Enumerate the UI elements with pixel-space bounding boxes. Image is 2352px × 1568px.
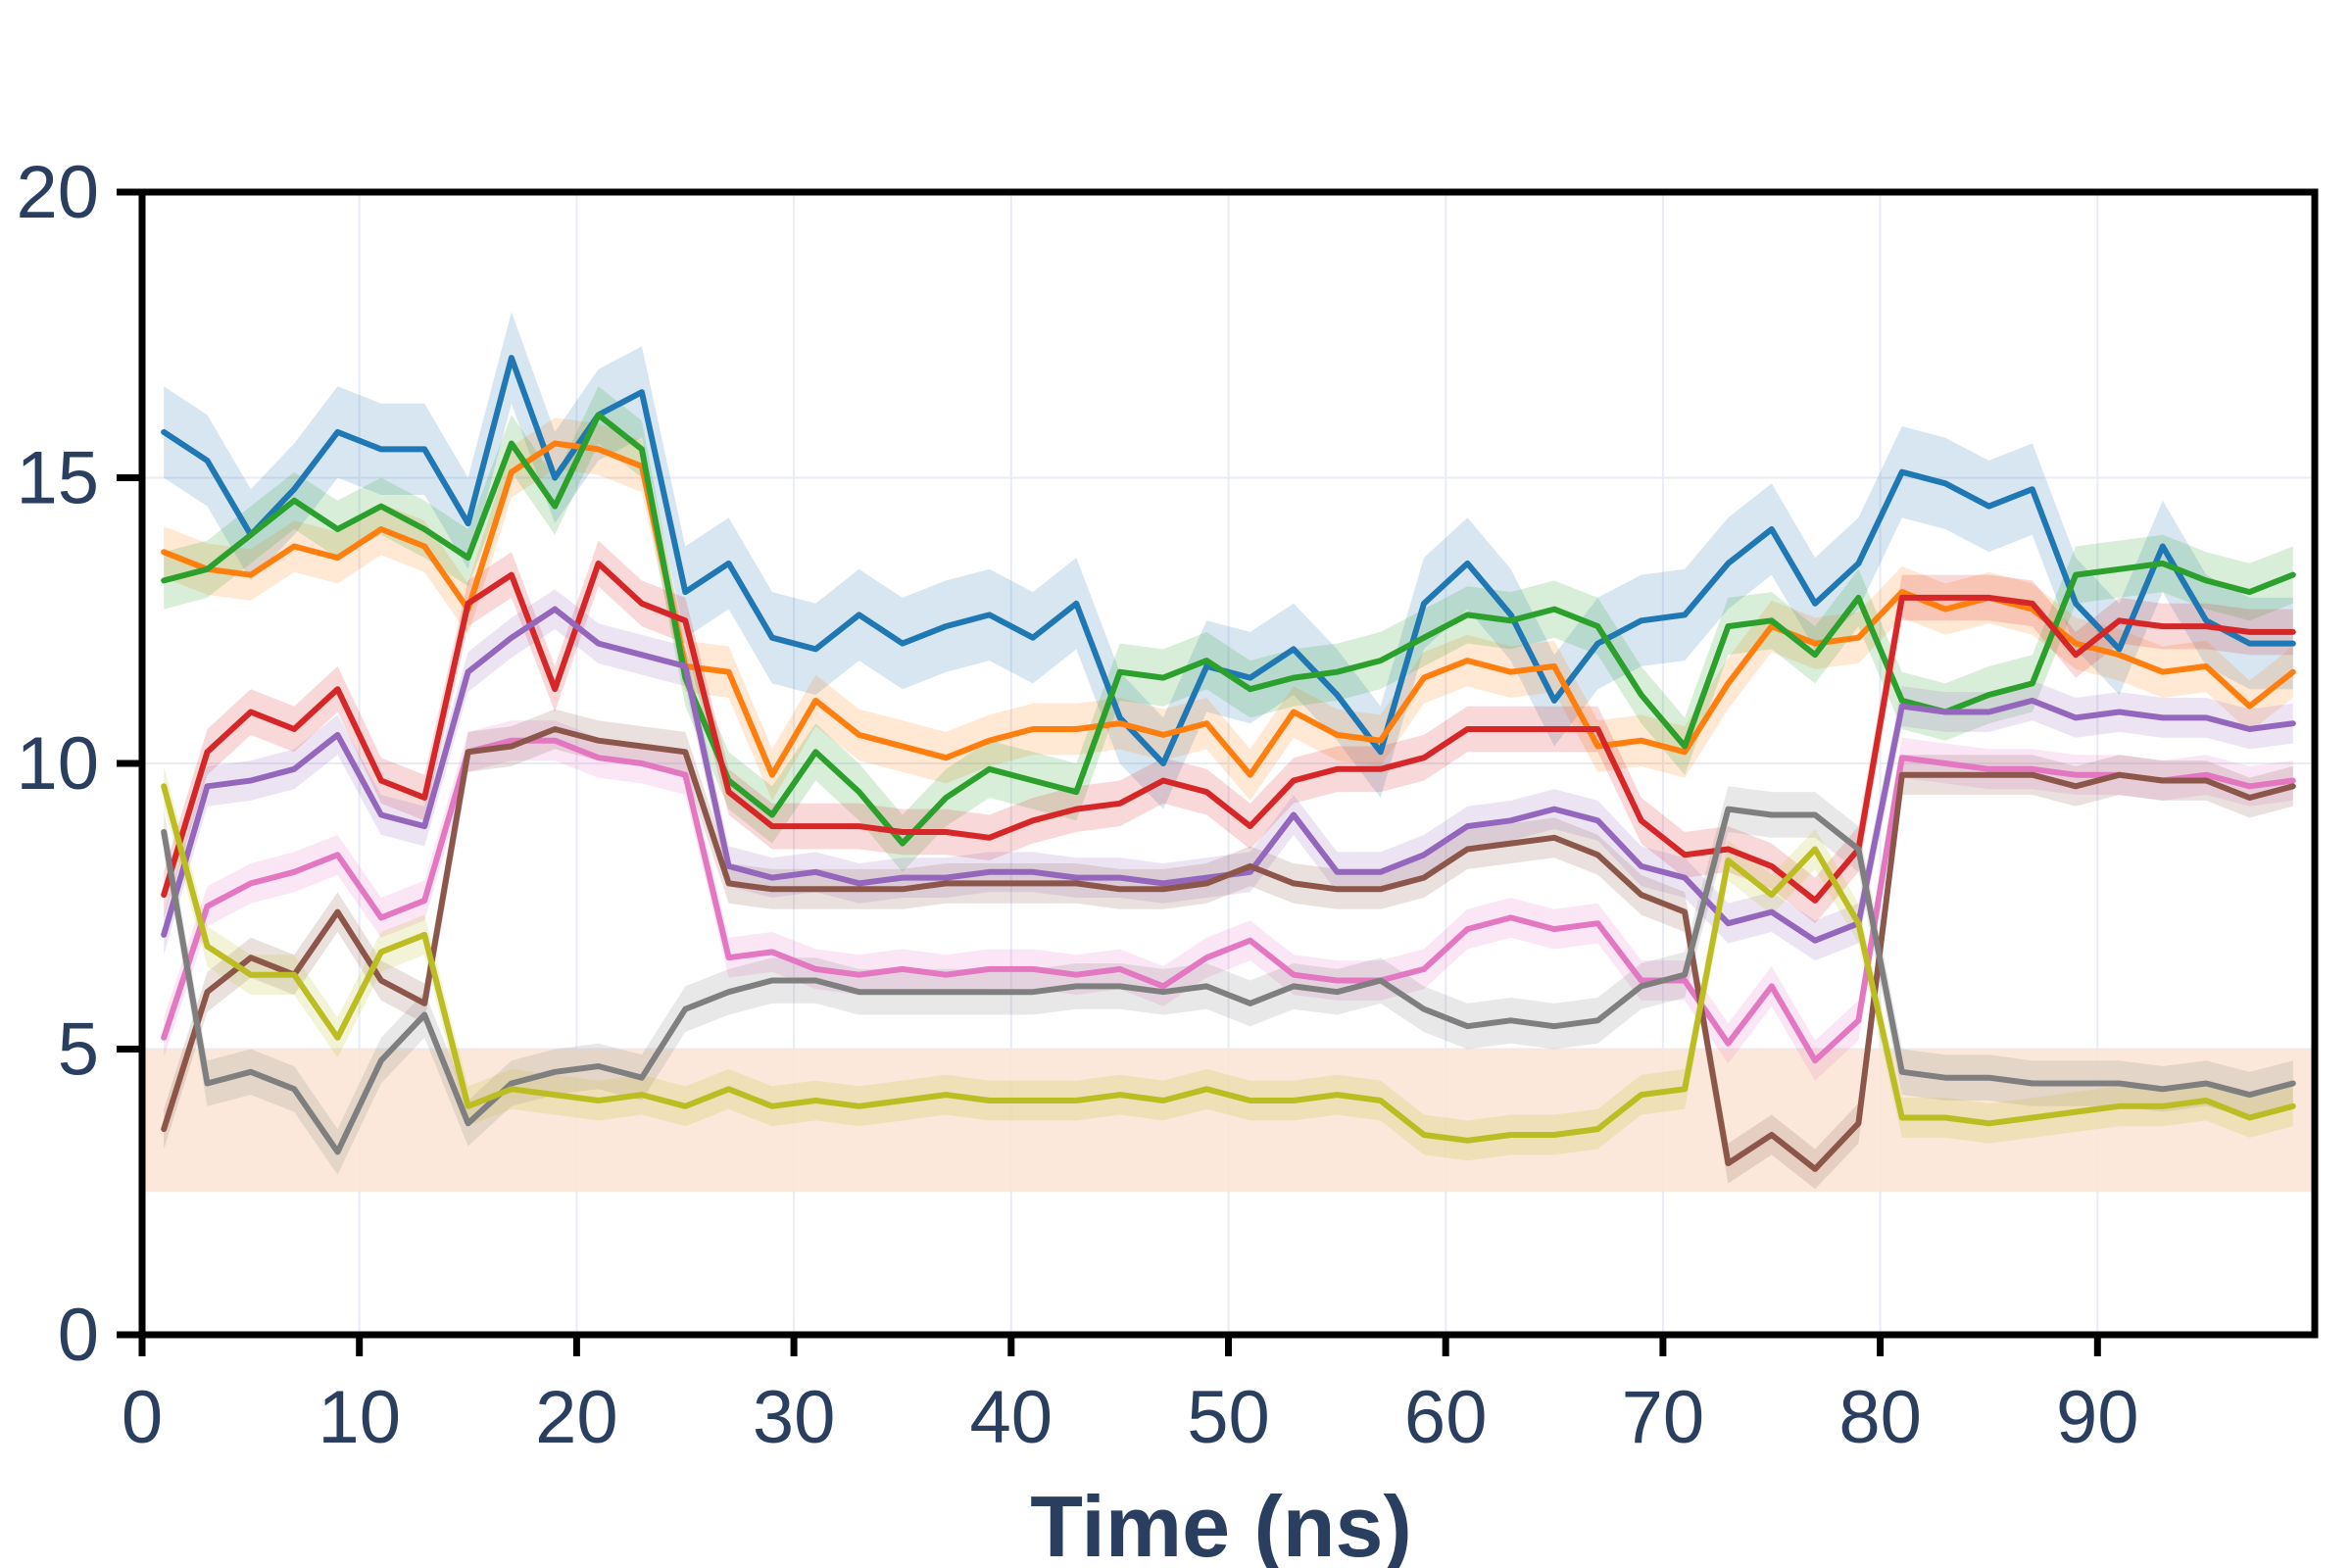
series-2-band [164, 417, 2293, 801]
x-tick-label: 90 [2056, 1376, 2139, 1459]
series-7-line [161, 726, 2296, 1172]
x-tick-label: 20 [535, 1376, 618, 1459]
x-tick-label: 0 [122, 1376, 163, 1459]
series-9-line [161, 783, 2296, 1144]
series-1-band [164, 312, 2293, 809]
series-8-band [164, 786, 2293, 1175]
x-axis-ticks: 0 10 20 30 40 50 60 70 80 90 [122, 1335, 2139, 1459]
series-2-line [161, 440, 2296, 778]
y-axis-ticks: 0 5 10 15 20 [16, 151, 142, 1377]
series-lines [161, 355, 2296, 1172]
x-tick-label: 40 [970, 1376, 1054, 1459]
y-tick-label: 5 [58, 1008, 99, 1092]
y-tick-label: 20 [16, 151, 99, 234]
x-tick-label: 10 [318, 1376, 401, 1459]
series-5-band [164, 589, 2293, 961]
x-axis-title: Time (ns) [1030, 1478, 1412, 1568]
y-tick-label: 10 [16, 722, 99, 806]
x-tick-label: 50 [1187, 1376, 1270, 1459]
series-8-line [161, 806, 2296, 1155]
x-tick-label: 60 [1404, 1376, 1488, 1459]
x-tick-label: 70 [1622, 1376, 1705, 1459]
series-4-line [161, 560, 2296, 904]
y-tick-label: 15 [16, 437, 99, 520]
x-tick-label: 80 [1838, 1376, 1922, 1459]
y-tick-label: 0 [58, 1294, 99, 1377]
x-tick-label: 30 [753, 1376, 836, 1459]
